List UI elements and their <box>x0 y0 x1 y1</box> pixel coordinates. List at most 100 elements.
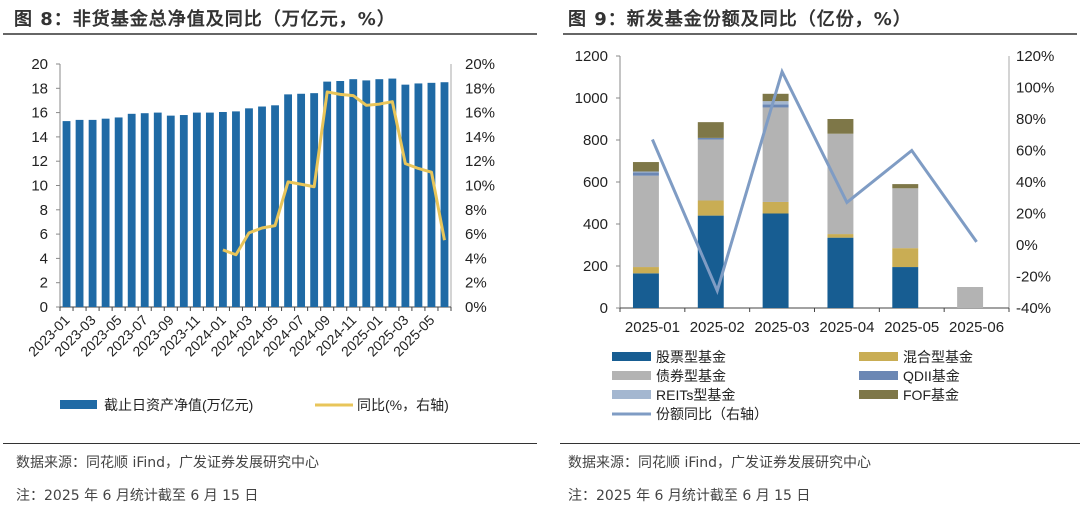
bar-股票型基金-2025-05 <box>892 267 919 308</box>
bar-2023-10 <box>179 115 188 307</box>
yoy-line <box>222 90 446 257</box>
bar-2025-04 <box>414 83 423 307</box>
bar-FOF基金-2025-01 <box>632 162 659 172</box>
bar-2025-03 <box>401 84 410 307</box>
bar-2024-06 <box>284 94 292 307</box>
bar-2023-06 <box>127 113 136 307</box>
x-tick-label: 2025-02 <box>690 319 745 336</box>
legend-swatch-混合型基金 <box>859 352 898 361</box>
bar-混合型基金-2025-01 <box>632 267 659 274</box>
legend-bar-swatch <box>60 400 97 409</box>
right-source: 数据来源：同花顺 iFind，广发证券发展研究中心 <box>568 455 872 471</box>
bar-2025-05 <box>427 82 436 308</box>
y2-tick-label: 18% <box>465 80 495 97</box>
bar-股票型基金-2025-04 <box>827 237 854 308</box>
legend-line-label: 份额同比（右轴） <box>656 406 768 422</box>
legend-label-QDII基金: QDII基金 <box>903 368 960 384</box>
y2-tick-label: 8% <box>465 202 487 219</box>
left-note: 注：2025 年 6 月统计截至 6 月 15 日 <box>16 488 259 504</box>
y2-tick-label: 20% <box>465 56 495 73</box>
bar-2023-01 <box>62 121 71 307</box>
y-tick-label: 10 <box>31 178 48 195</box>
left-title-rule <box>3 33 537 35</box>
bar-FOF基金-2025-04 <box>827 119 854 134</box>
bar-QDII基金-2025-01 <box>632 172 659 176</box>
legend-line-label: 同比(%，右轴) <box>357 397 449 413</box>
y-tick-label: 0 <box>40 299 48 316</box>
x-tick-label: 2025-05 <box>884 319 939 336</box>
bar-债券型基金-2025-04 <box>827 133 854 235</box>
bar-股票型基金-2025-02 <box>697 215 724 308</box>
bar-FOF基金-2025-05 <box>892 184 919 189</box>
y2-tick-label: 120% <box>1016 48 1054 65</box>
bar-QDII基金-2025-02 <box>697 137 724 140</box>
legend-label-股票型基金: 股票型基金 <box>656 349 726 365</box>
y2-tick-label: 20% <box>1016 206 1046 223</box>
x-tick-label: 2025-06 <box>949 319 1004 336</box>
y2-tick-label: -40% <box>1016 300 1051 317</box>
y-tick-label: 8 <box>40 202 48 219</box>
y2-tick-label: 10% <box>465 178 495 195</box>
right-chart: 0 200 400 600 800 1000 1200 -40% -20% 0% 20% 40% 60%… <box>575 48 1055 422</box>
bar-2023-09 <box>166 115 175 307</box>
bar-2025-01 <box>375 79 384 307</box>
y-tick-label: 6 <box>40 226 48 243</box>
legend-swatch-REITs型基金 <box>612 390 651 399</box>
bar-2024-12 <box>362 80 371 307</box>
y-tick-label: 14 <box>31 129 48 146</box>
bar-混合型基金-2025-02 <box>697 200 724 216</box>
bar-2024-07 <box>297 93 306 307</box>
bar-股票型基金-2025-01 <box>632 273 659 308</box>
bar-2024-11 <box>349 79 358 307</box>
y2-tick-label: 100% <box>1016 80 1054 97</box>
bar-2023-05 <box>114 117 123 308</box>
bar-2023-07 <box>140 113 149 308</box>
bar-债券型基金-2025-05 <box>892 188 919 249</box>
y-tick-label: 20 <box>31 56 48 73</box>
left-source: 数据来源：同花顺 iFind，广发证券发展研究中心 <box>16 455 320 471</box>
y2-tick-label: 60% <box>1016 143 1046 160</box>
y2-tick-label: -20% <box>1016 269 1051 286</box>
right-chart-title: 图 9：新发基金份额及同比（亿份，%） <box>568 9 912 30</box>
y-tick-label: 400 <box>583 216 608 233</box>
legend-bar-label: 截止日资产净值(万亿元) <box>104 397 253 413</box>
bar-2023-08 <box>153 112 162 307</box>
y2-tick-label: 80% <box>1016 111 1046 128</box>
right-title-rule <box>563 33 1077 35</box>
bar-2024-04 <box>258 106 266 308</box>
bar-债券型基金-2025-02 <box>697 139 724 201</box>
bar-2023-11 <box>192 112 201 307</box>
bar-2024-02 <box>232 111 240 307</box>
y-tick-label: 16 <box>31 105 48 122</box>
y2-tick-label: 16% <box>465 105 495 122</box>
x-tick-label: 2025-01 <box>625 319 680 336</box>
bar-REITs型基金-2025-01 <box>632 171 659 173</box>
y-tick-label: 800 <box>583 132 608 149</box>
bar-2023-04 <box>101 118 110 307</box>
bar-股票型基金-2025-03 <box>762 213 789 308</box>
y2-tick-label: 40% <box>1016 174 1046 191</box>
bar-2024-09 <box>323 81 332 308</box>
legend-label-REITs型基金: REITs型基金 <box>656 387 735 403</box>
bar-2023-03 <box>88 119 97 307</box>
y2-tick-label: 14% <box>465 129 495 146</box>
bar-2025-06 <box>440 82 449 307</box>
x-tick-label: 2025-04 <box>819 319 874 336</box>
left-chart: 0 2 4 6 8 10 12 14 16 18 20 0% 2% 4% 6% 8% 10% 12% 14% 16% 1… <box>25 56 495 413</box>
bar-混合型基金-2025-04 <box>827 234 854 238</box>
legend-swatch-QDII基金 <box>859 371 898 380</box>
bar-混合型基金-2025-03 <box>762 201 789 214</box>
y-tick-label: 1200 <box>575 48 608 65</box>
bar-2024-08 <box>310 93 319 307</box>
bar-2023-12 <box>205 112 214 307</box>
y2-tick-label: 6% <box>465 226 487 243</box>
y-tick-label: 2 <box>40 275 48 292</box>
bar-2024-05 <box>271 105 279 307</box>
bar-2024-10 <box>336 81 345 307</box>
y-tick-label: 200 <box>583 258 608 275</box>
right-note: 注：2025 年 6 月统计截至 6 月 15 日 <box>568 488 811 504</box>
bar-2023-02 <box>75 119 84 307</box>
y2-tick-label: 12% <box>465 153 495 170</box>
y2-tick-label: 2% <box>465 275 487 292</box>
bar-2024-01 <box>219 111 227 308</box>
